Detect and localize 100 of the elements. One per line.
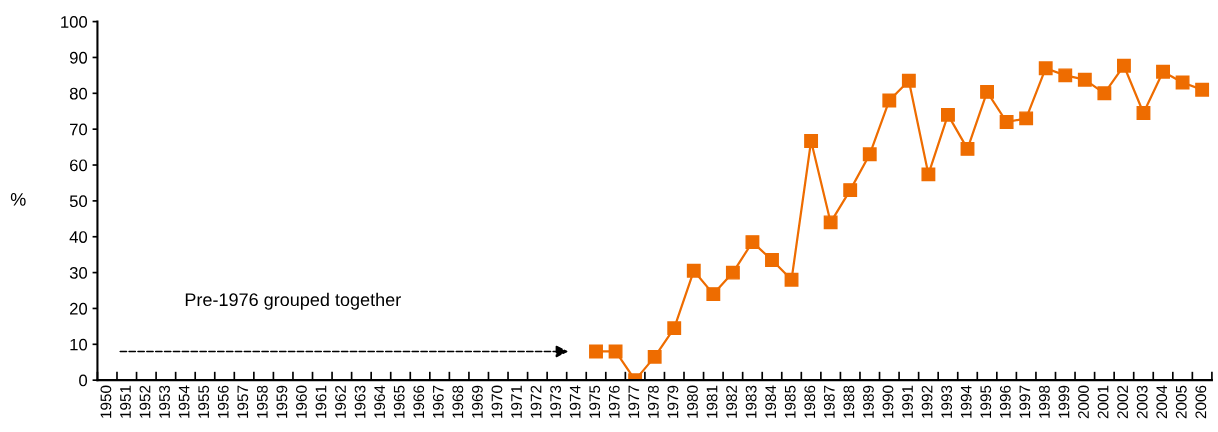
y-tick-label: 30 (69, 266, 88, 279)
x-tick-label: 1952 (139, 385, 151, 418)
x-tick-label: 1984 (765, 385, 777, 418)
x-tick-label: 1983 (745, 385, 757, 418)
x-tick-label: 1975 (589, 385, 601, 418)
x-tick-label: 1986 (804, 385, 816, 418)
x-tick-label: 1964 (374, 385, 386, 418)
x-tick-label: 1980 (687, 385, 698, 418)
x-tick-label: 1997 (1019, 385, 1031, 418)
point (589, 344, 603, 359)
y-axis-title: % (10, 193, 26, 206)
x-tick-label: 1953 (159, 385, 170, 418)
point (804, 134, 819, 148)
x-tick-label: 1973 (550, 385, 562, 418)
point (784, 272, 799, 287)
y-tick-label: 40 (69, 231, 88, 243)
point (1116, 58, 1131, 73)
y-tick-label: 60 (70, 159, 88, 172)
x-tick-label: 1950 (100, 385, 112, 418)
point (1058, 68, 1073, 83)
point (667, 321, 682, 336)
x-tick-label: 2005 (1175, 385, 1187, 419)
x-tick-label: 1977 (628, 385, 640, 418)
x-tick-label: 1958 (256, 385, 268, 418)
y-tick-label: 20 (70, 302, 88, 315)
point (999, 115, 1014, 129)
x-tick-label: 1981 (706, 385, 718, 418)
y-tick-label: 80 (69, 87, 88, 100)
point (1097, 86, 1112, 101)
point (960, 141, 975, 156)
y-tick-label: 90 (69, 51, 88, 64)
x-tick-label: 1957 (237, 385, 249, 418)
point (725, 265, 740, 280)
y-tick-label: 70 (70, 123, 88, 136)
point (745, 235, 760, 250)
x-tick-label: 1995 (980, 385, 992, 418)
x-tick-label: 1951 (120, 385, 131, 418)
x-tick-label: 2002 (1117, 385, 1129, 419)
point (1156, 64, 1170, 79)
point (647, 349, 662, 364)
x-tick-label: 1956 (217, 385, 229, 418)
x-tick-label: 1987 (823, 385, 835, 418)
x-tick-label: 1965 (393, 385, 405, 418)
x-tick-label: 1954 (178, 385, 190, 418)
x-tick-label: 1970 (491, 385, 503, 418)
x-tick-label: 2001 (1097, 385, 1109, 419)
x-tick-label: 1960 (296, 385, 307, 418)
x-tick-label: 1966 (413, 385, 425, 418)
point (1175, 75, 1190, 90)
x-tick-label: 1991 (902, 385, 913, 418)
y-tick-label: 50 (69, 195, 88, 208)
point (765, 253, 779, 267)
point (1038, 61, 1053, 76)
x-tick-label: 1998 (1039, 385, 1050, 418)
x-tick-label: 1979 (667, 385, 679, 418)
point (921, 167, 936, 182)
point (1077, 72, 1092, 87)
x-tick-label: 1982 (726, 385, 737, 418)
x-tick-label: 1990 (882, 385, 894, 418)
x-tick-label: 1974 (569, 385, 581, 418)
point (686, 263, 701, 278)
point (706, 287, 721, 302)
x-tick-label: 1963 (354, 385, 366, 418)
point (901, 73, 916, 88)
x-tick-label: 1968 (452, 385, 464, 418)
point (882, 93, 897, 108)
x-tick-label: 1985 (784, 385, 796, 418)
point (1019, 111, 1034, 126)
x-tick-label: 1978 (647, 385, 659, 418)
x-tick-label: 2006 (1195, 385, 1207, 419)
x-tick-label: 1971 (511, 385, 522, 418)
x-tick-label: 2004 (1156, 385, 1168, 419)
x-tick-label: 1992 (921, 385, 933, 418)
point (862, 147, 877, 162)
y-tick-label: 10 (70, 338, 88, 351)
x-tick-label: 1994 (960, 385, 972, 418)
point (1136, 106, 1151, 120)
point (823, 215, 838, 230)
x-tick-label: 1961 (315, 385, 327, 418)
x-tick-label: 1989 (863, 385, 874, 418)
x-tick-label: 1955 (198, 385, 210, 418)
x-tick-label: 1967 (432, 385, 444, 418)
x-tick-label: 1988 (843, 385, 855, 418)
point (843, 183, 858, 198)
point (608, 344, 623, 359)
point (1195, 82, 1210, 97)
x-tick-label: 1976 (608, 385, 620, 418)
x-tick-label: 1962 (335, 385, 346, 418)
point (941, 107, 955, 122)
x-tick-label: 1999 (1058, 385, 1070, 418)
x-tick-label: 1972 (530, 385, 542, 418)
x-tick-label: 2000 (1078, 385, 1089, 419)
x-tick-label: 1969 (471, 385, 483, 418)
x-tick-label: 1959 (276, 385, 288, 418)
x-tick-label: 2003 (1136, 385, 1148, 419)
annotation: Pre-1976 grouped together (185, 292, 401, 310)
x-tick-label: 1996 (999, 385, 1011, 418)
y-tick-label: 0 (79, 374, 88, 387)
y-tick-label: 100 (61, 16, 88, 28)
x-tick-label: 1993 (941, 385, 953, 418)
